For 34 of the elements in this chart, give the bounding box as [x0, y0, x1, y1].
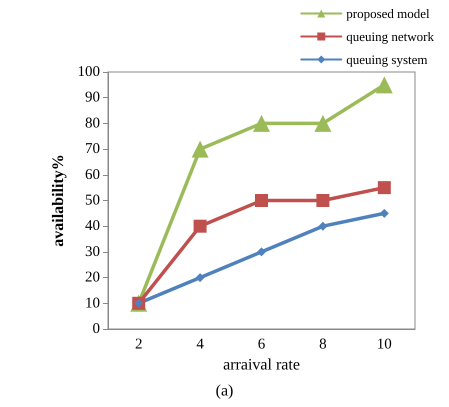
text: (a)	[216, 382, 234, 400]
x-tick-label: 6	[258, 336, 266, 352]
point	[314, 114, 332, 132]
y-tick-label: 100	[78, 64, 100, 80]
point	[378, 181, 391, 194]
x-tick-label: 8	[319, 336, 327, 352]
y-tick-label: 40	[85, 218, 100, 234]
point	[253, 114, 270, 132]
point	[316, 194, 330, 207]
point	[194, 220, 207, 233]
x-tick-label: 2	[134, 336, 142, 352]
point	[192, 140, 209, 158]
y-axis-title: availability%	[50, 154, 68, 247]
y-tick-label: 30	[85, 244, 100, 260]
legend-label: queuing system	[346, 52, 428, 67]
y-tick-label: 80	[85, 115, 100, 132]
point	[196, 273, 205, 282]
legend-label: queuing network	[346, 29, 434, 44]
y-tick-label: 90	[85, 90, 100, 106]
y-tick-label: 50	[85, 192, 100, 208]
y-tick-label: 70	[85, 141, 100, 158]
y-tick-label: 0	[92, 321, 100, 337]
point	[255, 194, 268, 207]
legend-label: proposed model	[346, 6, 430, 21]
point	[257, 247, 266, 256]
y-tick-label: 20	[85, 270, 100, 286]
x-axis-title: arraival rate	[223, 356, 300, 374]
x-tick-label: 4	[196, 336, 204, 352]
point	[318, 222, 328, 231]
x-tick-label: 10	[376, 336, 392, 352]
point	[376, 76, 393, 94]
y-tick-label: 10	[85, 295, 100, 312]
y-tick-label: 60	[85, 166, 100, 183]
point	[380, 208, 389, 218]
